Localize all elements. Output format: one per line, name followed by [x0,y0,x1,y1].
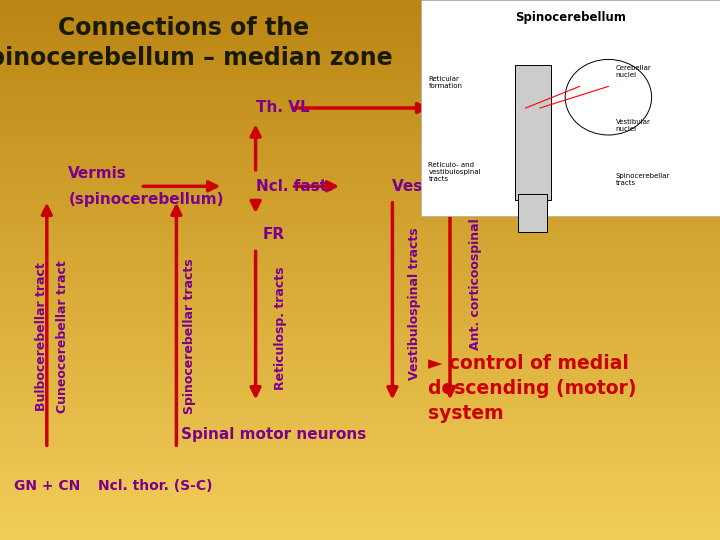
Text: Reticulo- and
vestibulospinal
tracts: Reticulo- and vestibulospinal tracts [428,162,481,182]
Text: FR: FR [263,227,285,242]
Bar [0,207,720,216]
Bar [0,522,720,531]
Bar [0,414,720,423]
Bar [0,333,720,342]
Text: Spinocerebellum: Spinocerebellum [516,11,626,24]
Bar [0,288,720,297]
Bar [0,495,720,504]
Bar [0,189,720,198]
Bar [0,27,720,36]
Text: Vestibular
nuclei: Vestibular nuclei [616,119,650,132]
Text: Reticulosp. tracts: Reticulosp. tracts [274,266,287,390]
Bar [0,162,720,171]
Bar [0,0,720,9]
Bar [0,243,720,252]
Bar [0,342,720,351]
Bar [0,126,720,135]
Bar [0,135,720,144]
Bar [0,117,720,126]
Bar [0,144,720,153]
Bar [0,99,720,108]
Text: Ncl. fast.: Ncl. fast. [256,179,333,194]
Text: Reticular
formation: Reticular formation [428,76,462,89]
Bar [0,441,720,450]
Bar [0,36,720,45]
Bar [0,261,720,270]
Bar [0,513,720,522]
Bar [0,432,720,441]
Bar [0,153,720,162]
Text: Spinocerebellar tracts: Spinocerebellar tracts [183,258,196,414]
Bar [0,18,720,27]
Text: Spinal motor neurons: Spinal motor neurons [181,427,366,442]
Bar [0,351,720,360]
Bar [515,65,551,200]
Bar [0,108,720,117]
Bar [0,297,720,306]
Bar [0,387,720,396]
Bar [0,54,720,63]
Bar [0,477,720,486]
Bar [0,504,720,513]
Text: ► control of medial
descending (motor)
system: ► control of medial descending (motor) s… [428,354,637,423]
Text: (spinocerebellum): (spinocerebellum) [68,192,224,207]
Text: Vermis: Vermis [68,166,127,181]
Text: MC: MC [457,100,483,116]
Bar [0,279,720,288]
Bar [0,216,720,225]
Bar [0,486,720,495]
Text: Bulbocerebellar tract: Bulbocerebellar tract [35,262,48,410]
Bar [0,396,720,405]
Text: Cuneocerebellar tract: Cuneocerebellar tract [56,260,69,413]
Bar [421,0,720,216]
Bar [0,369,720,378]
Bar [0,171,720,180]
Bar [0,45,720,54]
Bar [0,306,720,315]
Bar [0,90,720,99]
Bar [0,234,720,243]
Bar [0,531,720,540]
Bar [0,270,720,279]
Bar [0,450,720,459]
Bar [0,423,720,432]
Ellipse shape [565,59,652,135]
Text: Spinocerebellar
tracts: Spinocerebellar tracts [616,173,670,186]
Bar [0,459,720,468]
Text: Connections of the
spinocerebellum – median zone: Connections of the spinocerebellum – med… [0,16,393,70]
Bar [0,9,720,18]
Text: GN + CN: GN + CN [14,479,80,493]
Bar [0,468,720,477]
Text: Ncl. thor. (S-C): Ncl. thor. (S-C) [97,479,212,493]
Bar [0,324,720,333]
Bar [0,72,720,81]
Bar [0,360,720,369]
Bar [0,198,720,207]
Bar [518,194,547,232]
Text: Th. VL: Th. VL [256,100,309,116]
Bar [0,378,720,387]
Bar [0,252,720,261]
Bar [0,180,720,189]
Text: Vestibular ncll.: Vestibular ncll. [392,179,521,194]
Bar [0,81,720,90]
Bar [0,225,720,234]
Text: Ant. corticoospinal tract: Ant. corticoospinal tract [469,180,482,349]
Bar [0,315,720,324]
Text: Cerebellar
nuclei: Cerebellar nuclei [616,65,652,78]
Text: Vestibulospinal tracts: Vestibulospinal tracts [408,227,420,380]
Bar [0,405,720,414]
Bar [0,63,720,72]
